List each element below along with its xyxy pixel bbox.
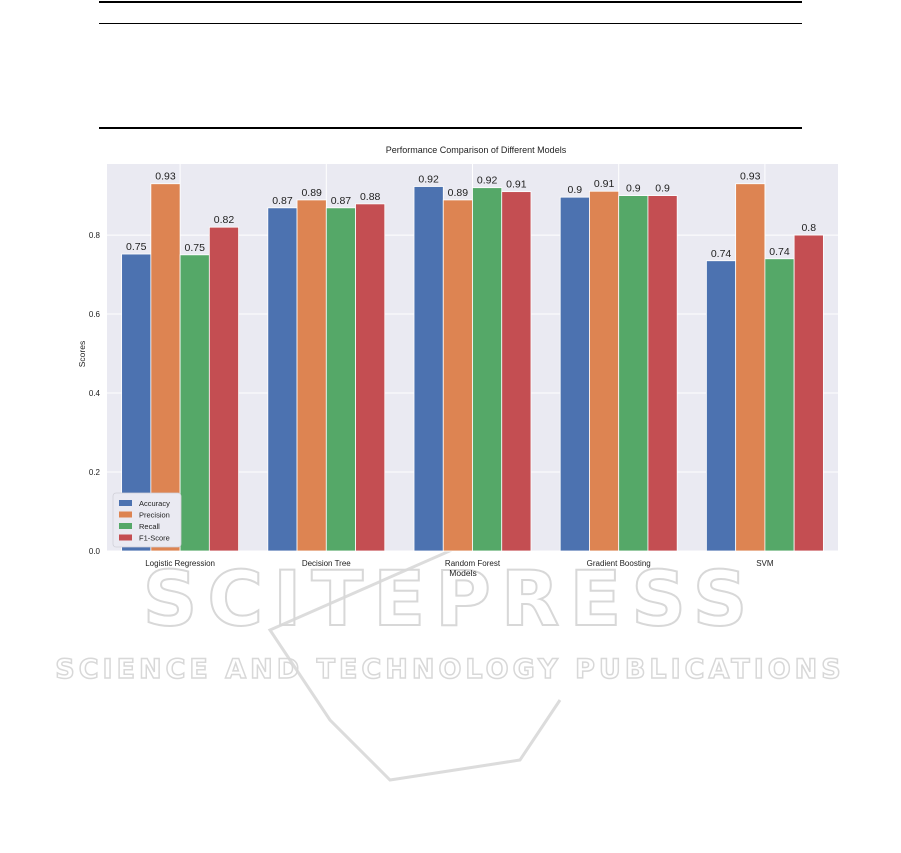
data-label: 0.93 — [155, 171, 176, 183]
y-tick-label: 0.6 — [89, 310, 101, 319]
watermark-tagline: SCIENCE AND TECHNOLOGY PUBLICATIONS — [55, 654, 844, 685]
data-label: 0.93 — [740, 171, 761, 183]
legend-label: Accuracy — [139, 499, 170, 508]
bar — [296, 199, 327, 552]
y-tick-label: 0.8 — [89, 231, 101, 240]
data-label: 0.87 — [331, 195, 352, 207]
legend-swatch — [119, 523, 132, 529]
data-label: 0.91 — [506, 179, 527, 191]
data-label: 0.75 — [126, 241, 147, 253]
bar — [355, 203, 386, 552]
chart-title: Performance Comparison of Different Mode… — [386, 145, 567, 155]
y-tick-label: 0.4 — [89, 389, 101, 398]
x-tick-label: Logistic Regression — [145, 559, 215, 568]
bar — [793, 234, 824, 552]
data-label: 0.92 — [477, 175, 498, 187]
data-label: 0.9 — [655, 183, 670, 195]
y-tick-label: 0.2 — [89, 468, 101, 477]
y-axis-label: Scores — [77, 341, 87, 367]
legend-box — [112, 492, 182, 548]
data-label: 0.92 — [418, 174, 439, 186]
x-tick-label: SVM — [756, 559, 774, 568]
data-label: 0.82 — [214, 214, 235, 226]
bar — [208, 226, 239, 552]
x-tick-label: Random Forest — [445, 559, 501, 568]
bar — [559, 196, 590, 552]
data-label: 0.91 — [594, 178, 615, 190]
bar — [706, 260, 737, 552]
legend-swatch — [119, 500, 132, 506]
x-axis-label: Models — [449, 568, 476, 578]
watermark-brand: SCITEPRESS — [143, 554, 758, 643]
header-rule — [99, 23, 802, 24]
data-label: 0.89 — [448, 187, 469, 199]
legend-swatch — [119, 511, 132, 518]
bar — [735, 183, 766, 552]
bar — [267, 207, 298, 552]
bar — [647, 195, 678, 552]
y-tick-label: 0.0 — [89, 547, 101, 556]
bar — [501, 191, 532, 552]
data-label: 0.74 — [711, 248, 732, 260]
bar — [413, 186, 444, 552]
bar — [618, 195, 649, 552]
bar — [325, 207, 356, 552]
legend-label: Recall — [139, 522, 160, 531]
top-rule — [99, 1, 802, 3]
x-tick-label: Gradient Boosting — [587, 559, 651, 568]
data-label: 0.9 — [626, 183, 641, 195]
legend-swatch — [119, 534, 132, 541]
x-tick-label: Decision Tree — [302, 559, 351, 568]
legend-label: Precision — [139, 511, 170, 520]
bar — [472, 187, 503, 552]
data-label: 0.75 — [185, 242, 206, 254]
legend-label: F1-Score — [139, 534, 170, 543]
bar — [179, 254, 210, 552]
data-label: 0.87 — [272, 195, 293, 207]
bar — [764, 258, 795, 552]
data-label: 0.88 — [360, 191, 381, 203]
bar — [442, 199, 473, 552]
data-label: 0.9 — [568, 184, 583, 196]
data-label: 0.8 — [801, 222, 816, 234]
data-label: 0.89 — [301, 187, 322, 199]
data-label: 0.74 — [769, 246, 790, 258]
legend: Accuracy Precision Recall F1-Score — [112, 492, 182, 548]
bottom-rule — [99, 127, 802, 129]
bar — [589, 190, 620, 552]
